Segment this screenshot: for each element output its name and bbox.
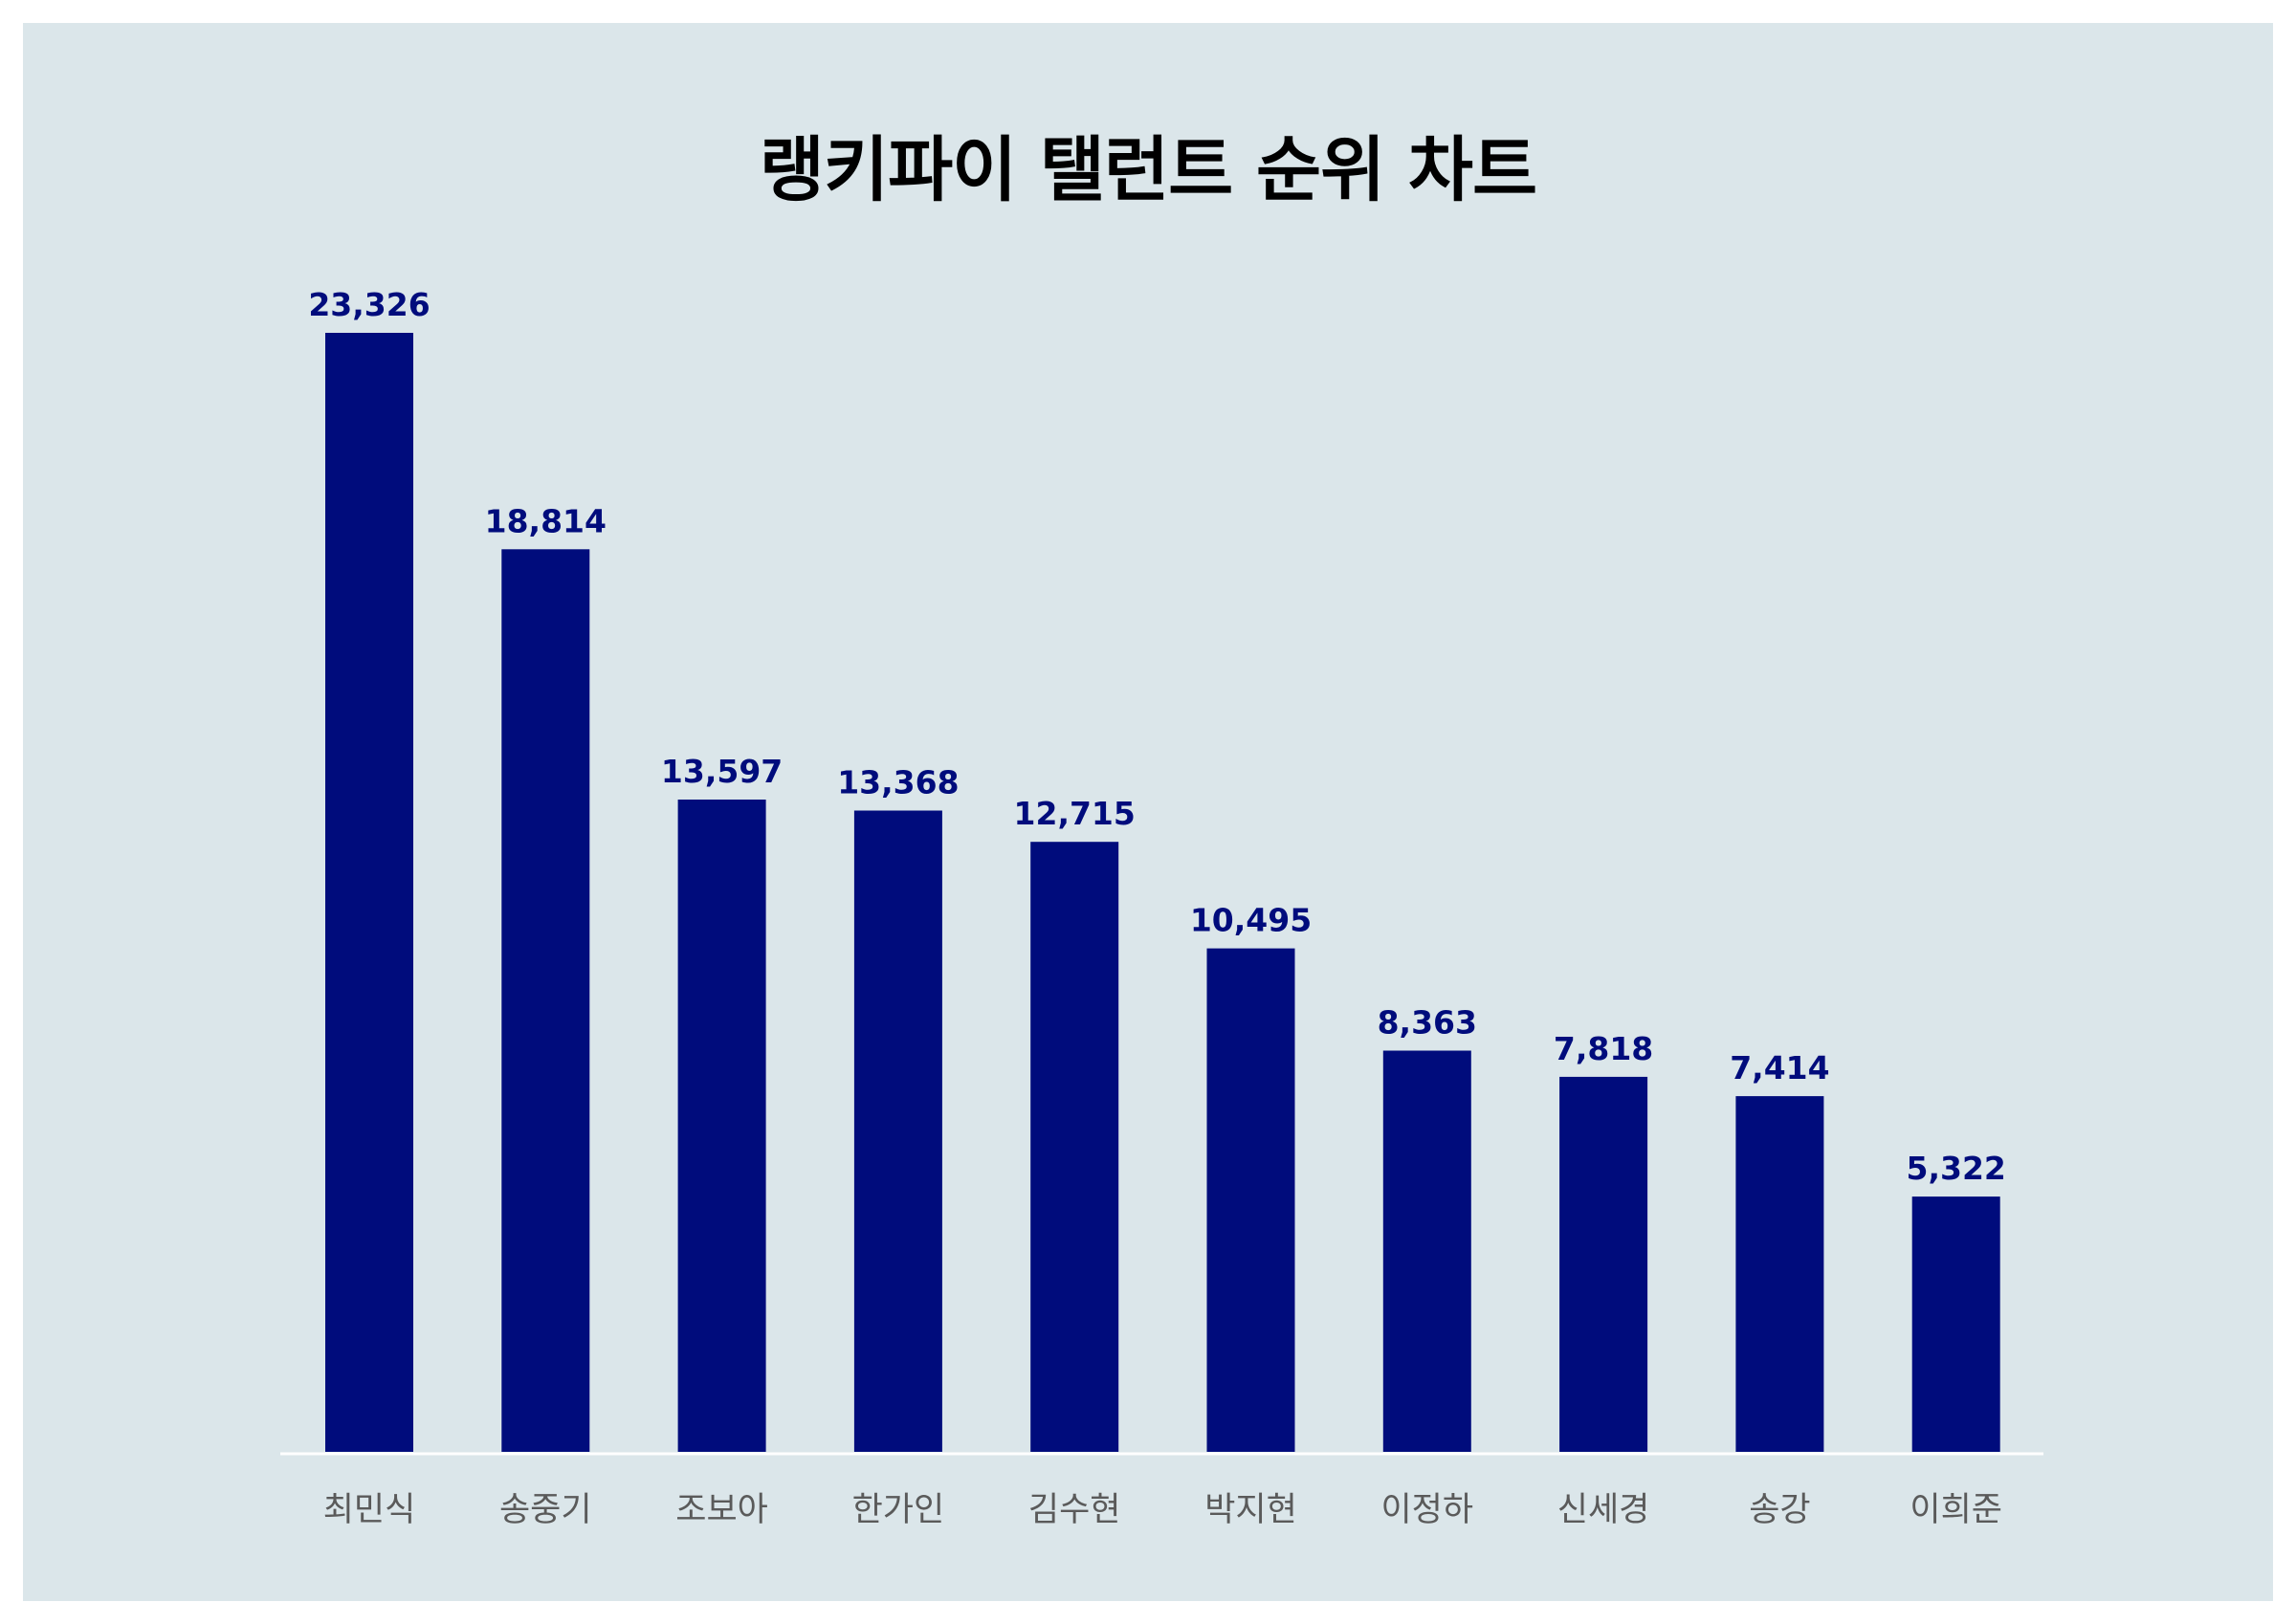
bar-9 bbox=[1735, 1096, 1824, 1452]
value-label-7: 8,363 bbox=[1378, 1004, 1477, 1042]
category-label-6: 박지현 bbox=[1204, 1491, 1297, 1529]
bar-5 bbox=[1030, 842, 1119, 1452]
category-label-4: 한가인 bbox=[852, 1491, 945, 1529]
value-label-9: 7,414 bbox=[1730, 1049, 1829, 1086]
category-label-10: 이희준 bbox=[1910, 1491, 2002, 1529]
bar-7 bbox=[1382, 1050, 1471, 1452]
value-label-10: 5,322 bbox=[1907, 1150, 2006, 1187]
bar-1 bbox=[325, 333, 413, 1452]
category-label-5: 김수현 bbox=[1028, 1491, 1121, 1529]
category-label-3: 조보아 bbox=[675, 1491, 768, 1529]
bar-4 bbox=[853, 810, 942, 1452]
category-label-2: 송중기 bbox=[499, 1491, 592, 1529]
category-label-1: 최민식 bbox=[323, 1491, 416, 1529]
category-label-8: 신세경 bbox=[1557, 1491, 1650, 1529]
bars-group bbox=[325, 333, 2000, 1452]
value-label-8: 7,818 bbox=[1554, 1030, 1653, 1067]
value-labels-group: 23,326 18,814 13,597 13,368 12,715 10,495 8,36… bbox=[308, 286, 2006, 1187]
value-label-5: 12,715 bbox=[1014, 795, 1136, 832]
category-labels-group: 최민식 송중기 조보아 한가인 김수현 박지현 이정하 신세경 송강 이희준 bbox=[323, 1491, 2002, 1529]
value-label-1: 23,326 bbox=[308, 286, 430, 323]
chart-title: 랭키파이 탤런트 순위 차트 bbox=[759, 129, 1537, 211]
category-label-7: 이정하 bbox=[1380, 1491, 1473, 1529]
bar-6 bbox=[1206, 948, 1295, 1452]
bar-2 bbox=[501, 549, 590, 1452]
bar-10 bbox=[1911, 1196, 2000, 1452]
bar-8 bbox=[1559, 1076, 1648, 1452]
bar-3 bbox=[677, 800, 766, 1452]
value-label-6: 10,495 bbox=[1190, 902, 1312, 939]
category-label-9: 송강 bbox=[1749, 1491, 1810, 1529]
value-label-3: 13,597 bbox=[661, 753, 783, 790]
value-label-2: 18,814 bbox=[485, 502, 607, 539]
value-label-4: 13,368 bbox=[837, 764, 959, 801]
